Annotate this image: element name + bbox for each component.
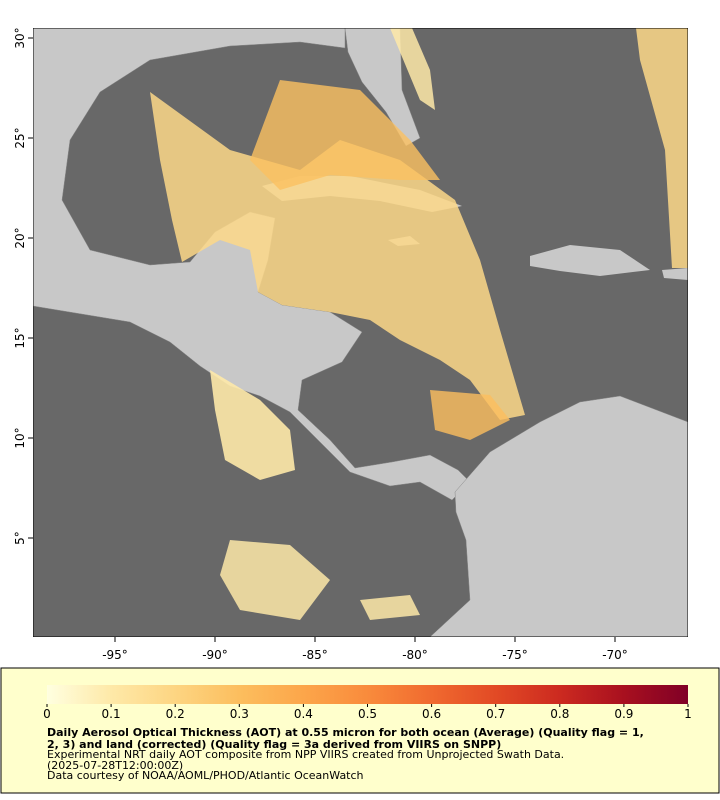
y-tick-label: 30° — [13, 27, 27, 48]
land — [530, 245, 650, 276]
aot-swath — [210, 370, 295, 480]
land — [429, 395, 688, 637]
colorbar-tick-label: 0.7 — [486, 707, 505, 721]
colorbar-tick-label: 0.8 — [550, 707, 569, 721]
colorbar-tick-label: 0.3 — [230, 707, 249, 721]
x-tick-label: -75° — [502, 648, 528, 662]
colorbar-tick-label: 0.1 — [102, 707, 121, 721]
caption-line: (2025-07-28T12:00:00Z) — [47, 759, 183, 772]
x-tick-label: -85° — [302, 648, 328, 662]
aot-swath — [360, 595, 420, 620]
aot-swath — [250, 80, 440, 190]
y-tick-label: 5° — [13, 531, 27, 545]
aot-swath — [150, 92, 525, 420]
caption-line: Experimental NRT daily AOT composite fro… — [47, 748, 564, 761]
aot-swath — [430, 390, 510, 440]
y-tick-label: 25° — [13, 127, 27, 148]
y-tick-label: 20° — [13, 227, 27, 248]
colorbar — [47, 685, 688, 704]
aot-swath — [390, 28, 435, 110]
colorbar-tick-label: 0.2 — [166, 707, 185, 721]
land — [662, 268, 688, 280]
colorbar-tick-label: 0.6 — [422, 707, 441, 721]
land — [33, 28, 471, 501]
colorbar-tick-label: 0.9 — [614, 707, 633, 721]
x-tick-label: -80° — [402, 648, 428, 662]
colorbar-tick-label: 0 — [43, 707, 51, 721]
y-tick-label: 10° — [13, 427, 27, 448]
aot-swath — [220, 540, 330, 620]
colorbar-tick-label: 1 — [684, 707, 692, 721]
caption-line: 2, 3) and land (corrected) (Quality flag… — [47, 738, 501, 751]
map-area — [33, 28, 688, 637]
x-tick-label: -90° — [202, 648, 228, 662]
y-tick-label: 15° — [13, 327, 27, 348]
colorbar-tick-label: 0.5 — [358, 707, 377, 721]
x-tick-label: -70° — [602, 648, 628, 662]
caption-line: Daily Aerosol Optical Thickness (AOT) at… — [47, 726, 644, 739]
aot-swath — [636, 28, 688, 268]
colorbar-tick-label: 0.4 — [294, 707, 313, 721]
caption-line: Data courtesy of NOAA/AOML/PHOD/Atlantic… — [47, 769, 364, 782]
x-tick-label: -95° — [102, 648, 128, 662]
